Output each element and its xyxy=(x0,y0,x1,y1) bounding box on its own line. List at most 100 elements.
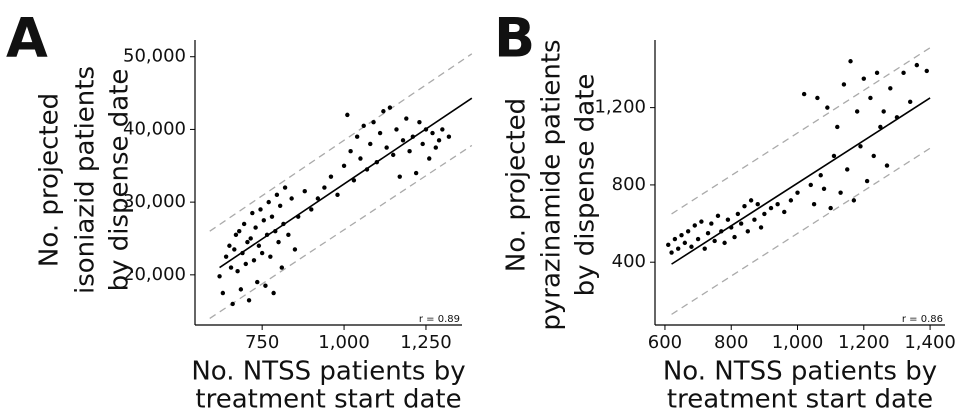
y-tick-label: 800 xyxy=(612,174,646,195)
data-point xyxy=(735,211,741,217)
data-point xyxy=(682,240,688,246)
prediction-band xyxy=(209,144,473,319)
data-point xyxy=(281,221,286,227)
data-point xyxy=(755,202,760,207)
data-point xyxy=(924,68,929,74)
x-tick-label: 1,200 xyxy=(838,332,890,353)
x-axis-label: No. NTSS patients by xyxy=(663,357,937,387)
data-point xyxy=(381,109,386,114)
data-point xyxy=(245,239,250,245)
data-point xyxy=(689,244,694,249)
data-point xyxy=(258,207,263,212)
data-point xyxy=(808,182,813,188)
data-point xyxy=(672,236,678,242)
data-point xyxy=(263,283,268,288)
data-point xyxy=(235,268,240,274)
data-point xyxy=(719,229,724,234)
data-point xyxy=(715,213,721,219)
data-point xyxy=(227,243,232,248)
data-point xyxy=(427,156,432,161)
data-point xyxy=(679,232,684,238)
data-point xyxy=(858,144,863,149)
data-point xyxy=(864,178,870,184)
data-point xyxy=(246,298,252,303)
annotation: r = 0.86 xyxy=(902,314,943,325)
data-point xyxy=(358,156,363,161)
data-point xyxy=(410,134,416,139)
data-point xyxy=(248,236,253,241)
data-point xyxy=(861,76,866,81)
y-tick-label: 30,000 xyxy=(123,191,186,212)
data-point xyxy=(758,225,764,230)
data-point xyxy=(821,186,827,191)
data-point xyxy=(440,127,445,132)
data-point xyxy=(276,239,281,245)
x-axis-label: No. NTSS patients by xyxy=(191,357,465,387)
y-tick-label: 40,000 xyxy=(123,118,186,139)
data-point xyxy=(878,124,883,130)
data-point xyxy=(712,238,717,244)
data-point xyxy=(752,217,757,222)
y-axis-label: pyrazinamide patients xyxy=(537,39,567,330)
data-point xyxy=(705,231,711,236)
data-point xyxy=(268,254,273,259)
data-point xyxy=(368,141,373,147)
data-point xyxy=(676,246,681,251)
data-point xyxy=(666,242,671,248)
y-axis-label: by dispense date xyxy=(571,74,601,297)
data-point xyxy=(884,163,890,168)
y-tick-label: 400 xyxy=(612,251,646,272)
x-tick-label: 750 xyxy=(245,332,279,353)
x-axis-label: treatment start date xyxy=(667,385,933,410)
prediction-band xyxy=(671,147,931,315)
data-point xyxy=(251,258,257,263)
x-tick-label: 800 xyxy=(714,332,748,353)
data-point xyxy=(261,218,266,223)
data-point xyxy=(722,240,727,246)
data-point xyxy=(351,178,357,183)
data-point xyxy=(264,232,270,238)
data-point xyxy=(413,170,419,176)
data-point xyxy=(788,198,794,203)
data-point xyxy=(417,119,422,125)
data-point xyxy=(292,247,298,252)
y-tick-label: 50,000 xyxy=(123,46,186,67)
data-point xyxy=(238,287,244,292)
data-point xyxy=(407,149,412,154)
data-point xyxy=(874,70,880,76)
data-point xyxy=(914,62,920,68)
data-point xyxy=(775,202,780,207)
data-point xyxy=(825,105,830,110)
data-point xyxy=(699,219,704,224)
panel-letter: B xyxy=(494,7,535,70)
data-point xyxy=(374,159,380,165)
data-point xyxy=(271,290,276,296)
data-point xyxy=(240,250,245,256)
data-point xyxy=(335,192,340,198)
annotation: r = 0.89 xyxy=(419,314,460,325)
data-point xyxy=(220,290,226,296)
data-point xyxy=(702,246,707,251)
data-point xyxy=(394,127,399,132)
data-point xyxy=(256,243,262,248)
data-point xyxy=(436,138,442,143)
data-point xyxy=(835,124,840,130)
data-point xyxy=(729,225,734,230)
data-point xyxy=(273,229,278,234)
data-point xyxy=(400,138,406,143)
data-point xyxy=(868,95,873,101)
data-point xyxy=(371,119,376,125)
data-point xyxy=(782,209,787,215)
data-point xyxy=(845,167,850,172)
data-point xyxy=(430,130,435,136)
data-point xyxy=(295,214,301,219)
data-point xyxy=(762,211,767,217)
data-point xyxy=(289,196,294,201)
data-point xyxy=(223,254,229,259)
data-point xyxy=(259,250,265,256)
y-axis-label: No. projected xyxy=(502,98,532,272)
data-point xyxy=(397,174,402,179)
data-point xyxy=(745,229,750,234)
data-point xyxy=(725,217,731,222)
x-axis-label: treatment start date xyxy=(195,385,461,410)
